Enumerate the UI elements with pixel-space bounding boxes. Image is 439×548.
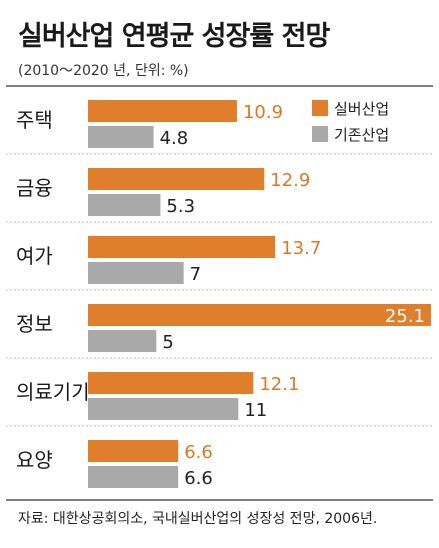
bar-silver-industry [88,100,237,122]
value-label-silver-industry: 25.1 [385,306,425,327]
bar-existing-industry [88,398,239,420]
row-separators [6,85,433,501]
labels: 주택 10.9 4.8 금융 12.9 5.3 여가 13.7 7 정보 25.1 5 의료기기 12.1… [16,102,425,489]
value-label-existing-industry: 11 [244,400,267,421]
value-label-existing-industry: 6.6 [184,468,213,489]
value-label-existing-industry: 5 [162,332,173,353]
bar-silver-industry [88,440,179,462]
bar-existing-industry [88,466,179,488]
bar-silver-industry [88,236,276,258]
value-label-silver-industry: 12.1 [259,374,299,395]
bar-existing-industry [88,126,154,148]
category-label: 의료기기 [16,380,90,404]
bar-silver-industry [88,372,254,394]
bar-existing-industry [88,194,161,216]
bar-existing-industry [88,262,184,284]
legend-label-existing-industry: 기존산업 [334,126,389,144]
category-label: 요양 [16,448,53,472]
legend-label-silver-industry: 실버산업 [334,100,389,118]
bar-silver-industry [88,168,265,190]
chart-title: 실버산업 연평균 성장률 전망 [18,21,330,52]
legend-swatch-existing-industry [312,126,328,142]
value-label-existing-industry: 4.8 [160,128,189,149]
category-label: 여가 [16,244,53,268]
value-label-existing-industry: 7 [190,264,201,285]
source-note: 자료: 대한상공회의소, 국내실버산업의 성장성 전망, 2006년. [18,511,378,527]
bar-silver-industry [88,304,431,326]
value-label-silver-industry: 13.7 [281,238,321,259]
value-label-existing-industry: 5.3 [166,196,195,217]
value-label-silver-industry: 10.9 [243,102,283,123]
legend-swatch-silver-industry [312,100,328,116]
chart-subtitle: (2010～2020 년, 단위: %) [18,63,189,79]
value-label-silver-industry: 6.6 [184,442,213,463]
bar-existing-industry [88,330,157,352]
category-label: 정보 [16,312,53,336]
bars [88,100,431,488]
category-label: 금융 [16,176,53,200]
category-label: 주택 [16,108,53,132]
value-label-silver-industry: 12.9 [270,170,310,191]
